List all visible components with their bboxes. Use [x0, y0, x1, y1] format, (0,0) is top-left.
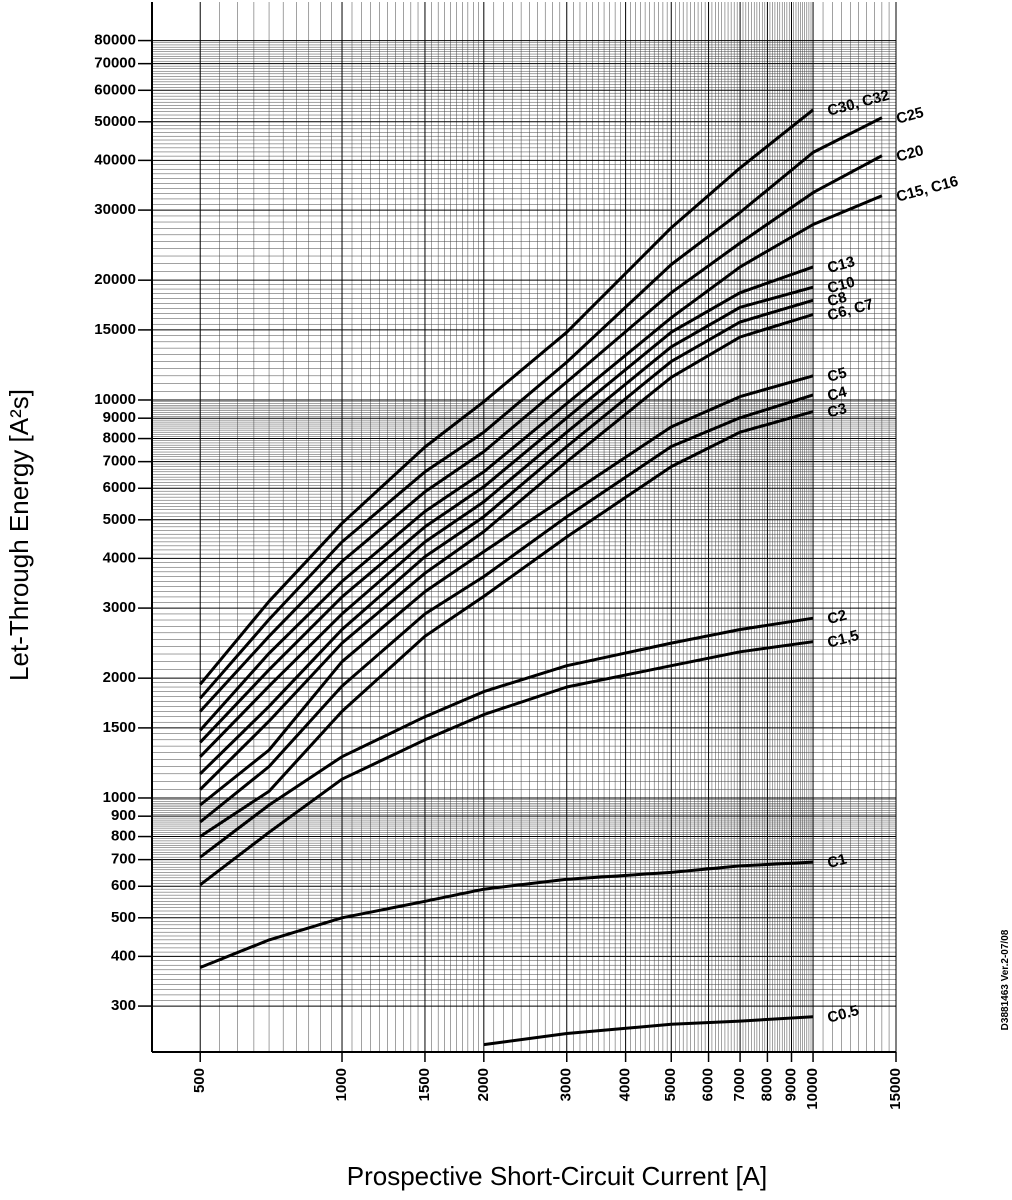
y-tick-label: 9000	[103, 409, 136, 426]
series-label: C1	[826, 851, 849, 872]
y-tick-label: 7000	[103, 453, 136, 470]
y-tick-label: 10000	[94, 391, 136, 408]
y-tick-label: 900	[111, 807, 136, 824]
x-tick-label: 10000	[804, 1068, 821, 1110]
series-line	[199, 194, 883, 732]
y-tick-label: 8000	[103, 430, 136, 447]
y-tick-label: 20000	[94, 271, 136, 288]
x-tick-label: 1000	[333, 1068, 350, 1101]
series-label: C3	[826, 400, 849, 421]
series-label: C8	[826, 289, 849, 310]
y-tick-label: 40000	[94, 151, 136, 168]
y-tick-label: 4000	[103, 549, 136, 566]
series-line	[199, 374, 814, 807]
y-tick-label: 600	[111, 877, 136, 894]
x-tick-label: 6000	[700, 1068, 717, 1101]
x-tick-label: 500	[191, 1068, 208, 1093]
series-label: C13	[826, 253, 857, 277]
x-tick-label: 7000	[731, 1068, 748, 1101]
series-line	[199, 108, 815, 686]
x-tick-label: 1500	[416, 1068, 433, 1101]
y-tick-label: 15000	[94, 321, 136, 338]
y-tick-label: 5000	[103, 511, 136, 528]
series-label: C20	[895, 142, 926, 166]
x-tick-label: 5000	[662, 1068, 679, 1101]
y-tick-label: 400	[111, 947, 136, 964]
y-tick-label: 2000	[103, 669, 136, 686]
series-line	[199, 640, 814, 886]
y-axis-title: Let-Through Energy [A²s]	[4, 389, 34, 681]
x-tick-label: 2000	[475, 1068, 492, 1101]
y-tick-label: 70000	[94, 55, 136, 72]
series-line	[199, 154, 883, 713]
plot-area	[199, 108, 883, 1047]
series-line	[199, 285, 814, 758]
series-line	[199, 116, 883, 700]
series-label: C25	[895, 104, 926, 128]
x-tick-label: 8000	[758, 1068, 775, 1101]
series-line	[199, 616, 814, 859]
grid	[152, 2, 897, 1052]
y-tick-label: 6000	[103, 479, 136, 496]
y-tick-label: 80000	[94, 32, 136, 49]
y-tick-label: 60000	[94, 81, 136, 98]
y-tick-label: 30000	[94, 201, 136, 218]
series-label: C15, C16	[895, 173, 961, 206]
x-tick-label: 15000	[887, 1068, 904, 1110]
x-tick-label: 4000	[617, 1068, 634, 1101]
y-tick-label: 3000	[103, 599, 136, 616]
series-line	[483, 1015, 814, 1047]
series-label: C5	[826, 364, 849, 385]
series-line	[199, 860, 814, 969]
series-label: C10	[826, 274, 857, 298]
y-tick-label: 50000	[94, 113, 136, 130]
series-line	[199, 298, 814, 775]
series-label: C1,5	[826, 627, 861, 652]
series-line	[199, 393, 814, 824]
series-label: C2	[826, 607, 849, 628]
y-tick-label: 800	[111, 828, 136, 845]
y-tick-label: 1500	[103, 719, 136, 736]
x-tick-label: 3000	[558, 1068, 575, 1101]
series-line	[199, 265, 814, 744]
y-tick-label: 300	[111, 997, 136, 1014]
y-tick-label: 700	[111, 851, 136, 868]
y-tick-label: 1000	[103, 789, 136, 806]
series-label: C4	[826, 383, 850, 405]
x-axis-title: Prospective Short-Circuit Current [A]	[347, 1161, 767, 1191]
series-line	[199, 313, 814, 791]
document-note: D3881463 Ver.2-07/08	[1000, 929, 1011, 1030]
y-tick-label: 500	[111, 909, 136, 926]
x-tick-label: 9000	[782, 1068, 799, 1101]
series-line	[199, 410, 814, 838]
